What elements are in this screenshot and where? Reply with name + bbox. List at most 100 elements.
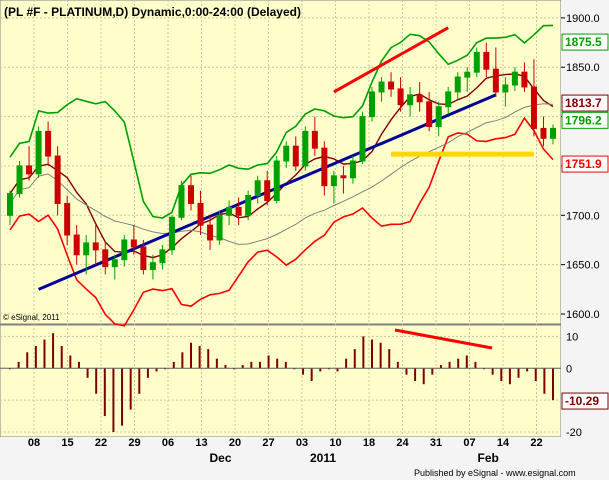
candle-body (502, 84, 509, 93)
osc-bar (121, 368, 124, 426)
x-tick-label: 15 (61, 437, 73, 449)
osc-bar (448, 361, 451, 369)
price-label: 1875.5 (565, 35, 602, 49)
x-tick-label: 14 (497, 437, 510, 449)
candle-body (388, 81, 395, 90)
candle-body (321, 147, 328, 187)
x-tick-label: 22 (95, 437, 107, 449)
candle-body (511, 71, 518, 86)
candle-body (226, 206, 233, 216)
osc-bar (103, 368, 106, 417)
osc-bar (422, 368, 425, 385)
osc-tick-label: -20 (566, 427, 582, 439)
x-tick-label: 27 (262, 437, 274, 449)
candle-body (473, 51, 480, 73)
candle-body (454, 76, 461, 93)
price-label-box (561, 155, 609, 173)
candle-body (149, 262, 156, 271)
y-tick-label: 1650.0 (566, 260, 600, 272)
osc-divergence-line (394, 328, 493, 350)
candle-body (168, 216, 175, 251)
osc-bar (26, 352, 29, 369)
candle-body (540, 127, 547, 139)
chart-title: (PL #F - PLATINUM,D) Dynamic,0:00-24:00 … (4, 5, 301, 19)
candle-body (311, 130, 318, 149)
x-tick-label: 03 (296, 437, 308, 449)
osc-bar (267, 355, 270, 369)
month-label: 2011 (310, 451, 336, 465)
price-label: 1751.9 (565, 157, 602, 171)
osc-tick-label: 10 (566, 331, 578, 343)
price-label: 1796.2 (565, 113, 602, 127)
osc-bar (465, 355, 468, 369)
osc-bar (241, 365, 244, 369)
month-label: Feb (478, 451, 499, 465)
candle-body (140, 246, 147, 271)
y-tick-label: 1600.0 (566, 309, 600, 321)
candle-body (283, 145, 290, 162)
candle-body (83, 242, 90, 256)
candle-body (245, 195, 252, 216)
x-tick-label: 18 (363, 437, 375, 449)
osc-bar (112, 368, 115, 432)
price-label: 1813.7 (565, 96, 602, 110)
bottom-axis (0, 437, 561, 480)
upper-band-line (9, 24, 554, 219)
osc-bar (198, 345, 201, 369)
candle-body (340, 175, 347, 179)
candle-body (54, 155, 61, 204)
osc-bar (405, 368, 408, 375)
osc-bar (77, 361, 80, 369)
candle-body (445, 91, 452, 108)
candle-body (102, 249, 109, 268)
x-tick-label: 22 (530, 437, 542, 449)
osc-bar (258, 361, 261, 369)
x-tick-label: 24 (396, 437, 409, 449)
osc-bar (224, 365, 227, 369)
osc-bar (138, 368, 141, 394)
osc-bar (284, 361, 287, 369)
candle-body (254, 180, 261, 197)
candle-body (26, 165, 33, 175)
osc-bar (276, 358, 279, 369)
candle-body (292, 145, 299, 167)
candle-body (159, 249, 166, 264)
candle-body (178, 185, 185, 218)
osc-bar (491, 368, 494, 375)
osc-bar (431, 368, 434, 375)
osc-bar (345, 358, 348, 369)
osc-bar (388, 349, 391, 369)
osc-value-label: -10.29 (565, 394, 599, 408)
osc-bar (69, 355, 72, 369)
candle-body (92, 242, 99, 251)
osc-bar (207, 349, 210, 369)
osc-bar (500, 368, 503, 381)
candle-body (7, 193, 13, 216)
candle-body (302, 130, 309, 167)
osc-bar (155, 368, 158, 372)
osc-bar (319, 368, 322, 372)
moving-average-line (9, 73, 554, 259)
candle-body (378, 81, 385, 93)
candle-body (416, 94, 423, 103)
osc-bar (95, 368, 98, 394)
osc-bar (371, 339, 373, 369)
x-tick-label: 20 (229, 437, 241, 449)
candle-body (188, 185, 194, 204)
candle-body (407, 94, 414, 106)
osc-bar (526, 368, 529, 372)
candle-body (359, 116, 366, 162)
osc-bar (181, 352, 184, 369)
resistance-line (333, 26, 449, 94)
x-tick-label: 10 (329, 437, 341, 449)
osc-bar (86, 368, 89, 378)
osc-value-box (561, 392, 609, 410)
osc-bar (60, 345, 63, 369)
osc-bar (508, 368, 511, 385)
candle-body (35, 130, 42, 175)
x-tick-label: 13 (195, 437, 207, 449)
candle-body (235, 206, 242, 216)
osc-bar (362, 336, 365, 369)
